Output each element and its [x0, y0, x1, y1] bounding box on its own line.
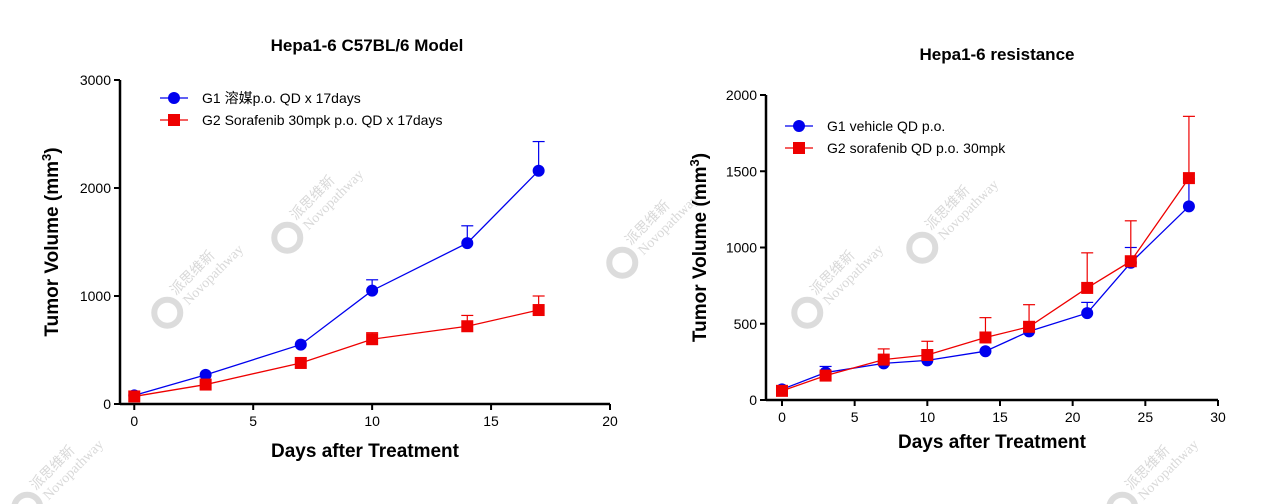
y-tick-label: 1000	[726, 240, 757, 256]
watermark-logo-icon	[791, 296, 824, 329]
data-point	[199, 368, 212, 381]
watermark-logo-icon	[11, 491, 44, 504]
data-point	[1124, 255, 1137, 268]
series-2	[128, 295, 545, 403]
chart-hepa1-6-resistance: Hepa1-6 resistance 0 5 10 15 20 25 30 0 500 1000 15…	[687, 45, 1226, 453]
data-point	[775, 384, 788, 397]
data-point	[1081, 307, 1094, 320]
y-axis-label-sup: 3	[39, 154, 54, 161]
data-point	[1182, 172, 1195, 185]
data-point	[128, 390, 141, 403]
y-axis-label-sup: 3	[687, 159, 702, 166]
y-tick-label: 3000	[80, 72, 111, 88]
x-tick-label: 25	[1138, 409, 1154, 425]
legend-label: G2 Sorafenib 30mpk p.o. QD x 17days	[202, 112, 442, 128]
data-point	[199, 378, 212, 391]
legend-marker-square-icon	[793, 142, 805, 154]
data-point	[294, 338, 307, 351]
legend-entry: G2 Sorafenib 30mpk p.o. QD x 17days	[160, 112, 442, 128]
series-line	[781, 205, 1190, 390]
legend-marker-square-icon	[168, 114, 180, 126]
y-tick-label: 500	[734, 316, 758, 332]
y-tick-label: 2000	[80, 180, 111, 196]
x-tick-label: 5	[249, 413, 257, 429]
data-point	[921, 349, 934, 362]
data-point	[819, 369, 832, 382]
legend-label: G1 溶媒p.o. QD x 17days	[202, 90, 361, 106]
data-point	[1023, 320, 1036, 333]
x-tick-label: 15	[483, 413, 499, 429]
chart-title: Hepa1-6 C57BL/6 Model	[271, 36, 464, 55]
y-axis-label-text: Tumor Volume (mm	[690, 166, 711, 342]
watermark-logo-icon	[1106, 491, 1139, 504]
y-tick-label: 0	[749, 392, 757, 408]
x-tick-label: 15	[992, 409, 1008, 425]
legend-label: G1 vehicle QD p.o.	[827, 118, 945, 134]
data-point	[366, 284, 379, 297]
x-tick-label: 10	[920, 409, 936, 425]
x-tick-label: 10	[364, 413, 380, 429]
data-point	[461, 237, 474, 250]
data-point	[877, 353, 890, 366]
legend-entry: G1 溶媒p.o. QD x 17days	[160, 90, 361, 106]
y-tick-label: 1500	[726, 163, 757, 179]
chart-title: Hepa1-6 resistance	[920, 45, 1075, 64]
x-tick-label: 20	[602, 413, 618, 429]
data-point	[979, 331, 992, 344]
y-tick-label: 2000	[726, 87, 757, 103]
legend-entry: G2 sorafenib QD p.o. 30mpk	[785, 140, 1006, 156]
data-point	[532, 304, 545, 317]
chart-hepa1-6-c57bl6-model: Hepa1-6 C57BL/6 Model 0 5 10 15 20 0 1000 2000 30…	[39, 36, 618, 462]
watermark-logo-icon	[151, 296, 184, 329]
data-point	[366, 333, 379, 346]
legend-label: G2 sorafenib QD p.o. 30mpk	[827, 140, 1006, 156]
x-tick-label: 20	[1065, 409, 1081, 425]
y-axis-label-end: )	[690, 153, 711, 159]
series-2	[775, 115, 1195, 397]
y-axis-label: Tumor Volume (mm3)	[39, 147, 63, 336]
legend-entry: G1 vehicle QD p.o.	[785, 118, 945, 134]
series-line	[134, 170, 540, 396]
y-tick-label: 0	[103, 396, 111, 412]
x-tick-label: 30	[1210, 409, 1226, 425]
data-point	[979, 345, 992, 358]
x-tick-label: 5	[851, 409, 859, 425]
x-axis-label: Days after Treatment	[271, 441, 460, 462]
legend-marker-circle-icon	[793, 120, 805, 132]
watermark-logo-icon	[906, 231, 939, 264]
y-tick-label: 1000	[80, 288, 111, 304]
series-line	[134, 309, 539, 398]
x-axis-label: Days after Treatment	[898, 432, 1087, 453]
data-point	[461, 320, 474, 333]
watermark-logo-icon	[271, 221, 304, 254]
watermark-logo-icon	[606, 246, 639, 279]
y-axis-label-text: Tumor Volume (mm	[42, 161, 63, 337]
x-tick-label: 0	[130, 413, 138, 429]
data-point	[1081, 281, 1094, 294]
y-axis-label-end: )	[42, 147, 63, 153]
legend-marker-circle-icon	[168, 92, 180, 104]
data-point	[1182, 200, 1195, 213]
y-axis-label: Tumor Volume (mm3)	[687, 153, 711, 342]
data-point	[294, 356, 307, 369]
x-tick-label: 0	[778, 409, 786, 425]
data-point	[532, 164, 545, 177]
